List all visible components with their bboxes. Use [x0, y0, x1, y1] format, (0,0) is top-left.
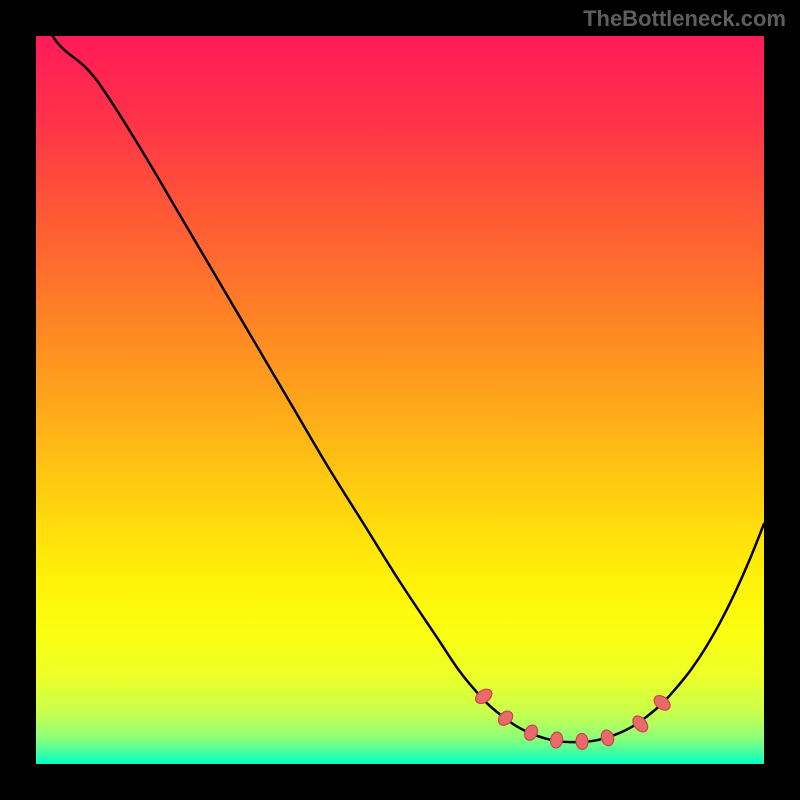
gradient-background [36, 36, 764, 764]
attribution-label: TheBottleneck.com [583, 6, 786, 32]
plot-area [36, 36, 764, 764]
chart-container: TheBottleneck.com [0, 0, 800, 800]
chart-svg [36, 36, 764, 764]
